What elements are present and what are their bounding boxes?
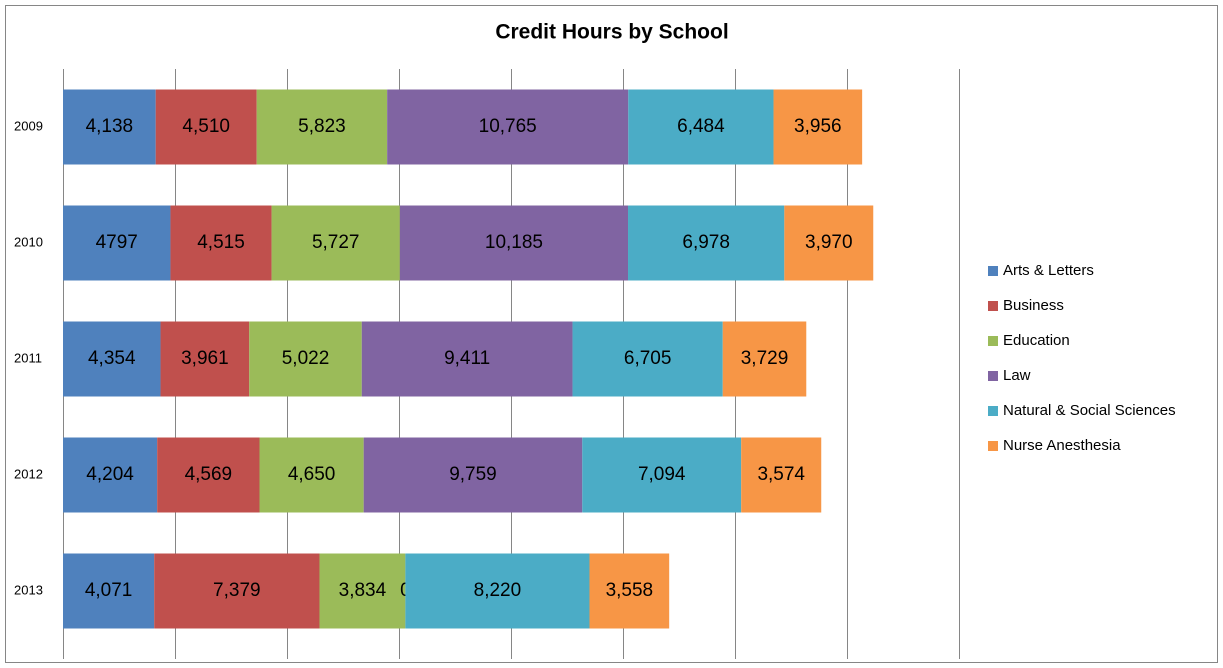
bar-segment: [154, 553, 320, 629]
data-label: 3,834: [339, 580, 387, 601]
legend-swatch: [988, 441, 998, 451]
bar-segment: [63, 321, 161, 397]
data-label: 9,759: [449, 464, 497, 485]
bar-segment: [170, 205, 272, 281]
legend-label: Law: [1003, 367, 1031, 384]
bar-segment: [259, 437, 364, 513]
data-label: 8,220: [474, 580, 522, 601]
data-label: 4,510: [182, 116, 230, 137]
bar-segment: [572, 321, 723, 397]
legend-swatch: [988, 266, 998, 276]
data-label: 4,204: [86, 464, 134, 485]
data-label: 3,729: [741, 348, 789, 369]
legend-label: Business: [1003, 297, 1064, 314]
data-label: 3,558: [606, 580, 654, 601]
data-label: 6,978: [682, 232, 730, 253]
bar-segment: [63, 553, 155, 629]
bar-segment: [63, 89, 156, 165]
bar-segment: [361, 321, 573, 397]
legend-label: Natural & Social Sciences: [1003, 402, 1176, 419]
bar-segment: [784, 205, 874, 281]
data-label: 3,574: [757, 464, 805, 485]
bar-segment: [63, 205, 171, 281]
data-label: 10,185: [485, 232, 543, 253]
bar-segment: [741, 437, 822, 513]
data-label: 4,650: [288, 464, 336, 485]
bar-segment: [249, 321, 362, 397]
bar-segment: [582, 437, 742, 513]
bar-segment: [271, 205, 400, 281]
legend-swatch: [988, 301, 998, 311]
bar-segment: [399, 205, 629, 281]
data-label: 5,823: [298, 116, 346, 137]
data-label: 4,569: [185, 464, 233, 485]
bar-segment: [405, 553, 590, 629]
y-tick-label: 2011: [14, 350, 42, 365]
data-label: 4,515: [197, 232, 245, 253]
legend-swatch: [988, 336, 998, 346]
data-label: 3,956: [794, 116, 842, 137]
y-tick-label: 2009: [14, 118, 43, 133]
data-label: 9,411: [444, 348, 490, 369]
bar-segment: [589, 553, 670, 629]
y-tick-label: 2012: [14, 466, 43, 481]
data-label: 6,484: [677, 116, 725, 137]
y-tick-label: 2010: [14, 234, 43, 249]
bar-segment: [160, 321, 250, 397]
bar-segment: [628, 89, 774, 165]
bar-segment: [387, 89, 629, 165]
chart-title: Credit Hours by School: [495, 21, 728, 44]
bar-segment: [319, 553, 406, 629]
legend-swatch: [988, 406, 998, 416]
data-label: 5,727: [312, 232, 360, 253]
legend-label: Arts & Letters: [1003, 262, 1094, 279]
bar-segment: [628, 205, 785, 281]
data-label: 4,138: [86, 116, 134, 137]
data-label: 5,022: [282, 348, 330, 369]
bar-segment: [722, 321, 807, 397]
data-label: 10,765: [479, 116, 537, 137]
bar-segment: [63, 437, 158, 513]
bar-segment: [155, 89, 257, 165]
y-tick-label: 2013: [14, 582, 43, 597]
data-label: 3,970: [805, 232, 853, 253]
data-label: 7,379: [213, 580, 261, 601]
legend-swatch: [988, 371, 998, 381]
legend-label: Education: [1003, 332, 1070, 349]
data-label: 7,094: [638, 464, 686, 485]
bar-segment: [773, 89, 863, 165]
bar-segment: [157, 437, 260, 513]
data-label: 6,705: [624, 348, 672, 369]
bar-segment: [363, 437, 583, 513]
data-label: 3,961: [181, 348, 229, 369]
data-label: 4797: [96, 232, 138, 253]
bar-segment: [256, 89, 388, 165]
data-label: 4,071: [85, 580, 133, 601]
legend-label: Nurse Anesthesia: [1003, 437, 1121, 454]
data-label: 4,354: [88, 348, 136, 369]
